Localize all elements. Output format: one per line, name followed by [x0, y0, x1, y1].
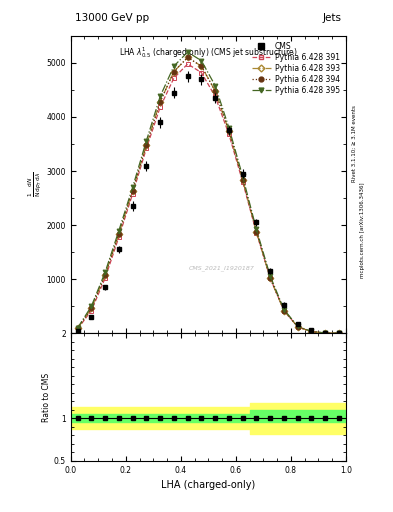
Pythia 6.428 395 [103, 269, 108, 275]
Text: Jets: Jets [323, 13, 342, 23]
Pythia 6.428 394 [268, 275, 272, 281]
Line: Pythia 6.428 391: Pythia 6.428 391 [75, 61, 342, 336]
Pythia 6.428 393 [213, 88, 218, 94]
Pythia 6.428 391 [130, 190, 135, 197]
Pythia 6.428 395 [158, 93, 163, 99]
Pythia 6.428 394 [213, 88, 218, 94]
Pythia 6.428 394 [199, 63, 204, 69]
Pythia 6.428 391 [226, 131, 231, 137]
Pythia 6.428 394 [75, 325, 80, 331]
Pythia 6.428 391 [185, 61, 190, 67]
Pythia 6.428 393 [323, 330, 328, 336]
Pythia 6.428 393 [116, 231, 121, 237]
Pythia 6.428 391 [171, 75, 176, 81]
Pythia 6.428 391 [336, 330, 341, 336]
Pythia 6.428 393 [295, 324, 300, 330]
Pythia 6.428 395 [226, 125, 231, 131]
Pythia 6.428 395 [323, 330, 328, 336]
Pythia 6.428 391 [240, 179, 245, 185]
Pythia 6.428 395 [268, 273, 272, 279]
Pythia 6.428 393 [144, 142, 149, 148]
Pythia 6.428 391 [158, 104, 163, 110]
Pythia 6.428 391 [213, 93, 218, 99]
Pythia 6.428 394 [158, 99, 163, 105]
Text: Rivet 3.1.10; ≥ 3.1M events: Rivet 3.1.10; ≥ 3.1M events [352, 105, 357, 182]
Pythia 6.428 393 [75, 325, 80, 331]
Pythia 6.428 393 [336, 330, 341, 336]
Line: Pythia 6.428 393: Pythia 6.428 393 [75, 55, 342, 336]
Pythia 6.428 393 [240, 177, 245, 183]
Y-axis label: $\frac{1}{\mathrm{N}}\frac{\mathrm{d}N}{\mathrm{d}p_{T}\,\mathrm{d}\lambda}$: $\frac{1}{\mathrm{N}}\frac{\mathrm{d}N}{… [26, 172, 44, 198]
Pythia 6.428 395 [75, 325, 80, 331]
Pythia 6.428 395 [89, 303, 94, 309]
Pythia 6.428 391 [295, 324, 300, 330]
Pythia 6.428 394 [309, 329, 314, 335]
Pythia 6.428 391 [116, 234, 121, 240]
Line: Pythia 6.428 394: Pythia 6.428 394 [75, 55, 342, 336]
Pythia 6.428 395 [199, 58, 204, 64]
Pythia 6.428 393 [199, 63, 204, 69]
Pythia 6.428 391 [89, 308, 94, 314]
Pythia 6.428 394 [281, 308, 286, 314]
Pythia 6.428 395 [116, 227, 121, 233]
Text: 13000 GeV pp: 13000 GeV pp [75, 13, 149, 23]
Pythia 6.428 391 [323, 330, 328, 336]
Pythia 6.428 393 [309, 329, 314, 335]
Pythia 6.428 395 [213, 82, 218, 89]
Pythia 6.428 391 [75, 326, 80, 332]
Line: Pythia 6.428 395: Pythia 6.428 395 [75, 50, 342, 336]
Pythia 6.428 394 [254, 228, 259, 234]
Pythia 6.428 395 [336, 330, 341, 336]
Text: mcplots.cern.ch [arXiv:1306.3436]: mcplots.cern.ch [arXiv:1306.3436] [360, 183, 365, 278]
Pythia 6.428 393 [226, 128, 231, 134]
Pythia 6.428 393 [268, 275, 272, 281]
Pythia 6.428 394 [89, 305, 94, 311]
Y-axis label: Ratio to CMS: Ratio to CMS [42, 373, 51, 421]
Pythia 6.428 394 [103, 272, 108, 278]
Pythia 6.428 394 [171, 69, 176, 75]
Pythia 6.428 394 [130, 187, 135, 194]
Pythia 6.428 394 [116, 231, 121, 237]
Pythia 6.428 393 [89, 305, 94, 311]
Pythia 6.428 395 [240, 174, 245, 180]
Text: LHA $\lambda^{1}_{0.5}$ (charged only) (CMS jet substructure): LHA $\lambda^{1}_{0.5}$ (charged only) (… [119, 45, 298, 60]
Pythia 6.428 393 [185, 54, 190, 60]
Pythia 6.428 393 [130, 187, 135, 194]
Pythia 6.428 395 [144, 138, 149, 144]
Pythia 6.428 395 [130, 184, 135, 190]
Pythia 6.428 393 [254, 228, 259, 234]
Pythia 6.428 393 [103, 272, 108, 278]
Pythia 6.428 391 [144, 145, 149, 152]
Pythia 6.428 391 [103, 275, 108, 281]
Pythia 6.428 394 [240, 177, 245, 183]
Pythia 6.428 395 [281, 307, 286, 313]
Pythia 6.428 395 [254, 226, 259, 232]
Pythia 6.428 394 [226, 128, 231, 134]
Pythia 6.428 395 [171, 63, 176, 69]
Pythia 6.428 391 [199, 70, 204, 76]
Pythia 6.428 395 [309, 328, 314, 334]
Pythia 6.428 391 [268, 275, 272, 281]
Pythia 6.428 395 [295, 323, 300, 329]
Pythia 6.428 393 [281, 308, 286, 314]
Legend: CMS, Pythia 6.428 391, Pythia 6.428 393, Pythia 6.428 394, Pythia 6.428 395: CMS, Pythia 6.428 391, Pythia 6.428 393,… [250, 39, 342, 97]
Text: CMS_2021_I1920187: CMS_2021_I1920187 [189, 265, 255, 271]
Pythia 6.428 391 [254, 230, 259, 236]
Pythia 6.428 394 [295, 324, 300, 330]
Pythia 6.428 395 [185, 49, 190, 55]
Pythia 6.428 394 [336, 330, 341, 336]
Pythia 6.428 391 [309, 329, 314, 335]
X-axis label: LHA (charged-only): LHA (charged-only) [161, 480, 255, 490]
Pythia 6.428 394 [185, 54, 190, 60]
Pythia 6.428 391 [281, 308, 286, 314]
Pythia 6.428 394 [323, 330, 328, 336]
Pythia 6.428 393 [158, 99, 163, 105]
Pythia 6.428 394 [144, 142, 149, 148]
Pythia 6.428 393 [171, 69, 176, 75]
